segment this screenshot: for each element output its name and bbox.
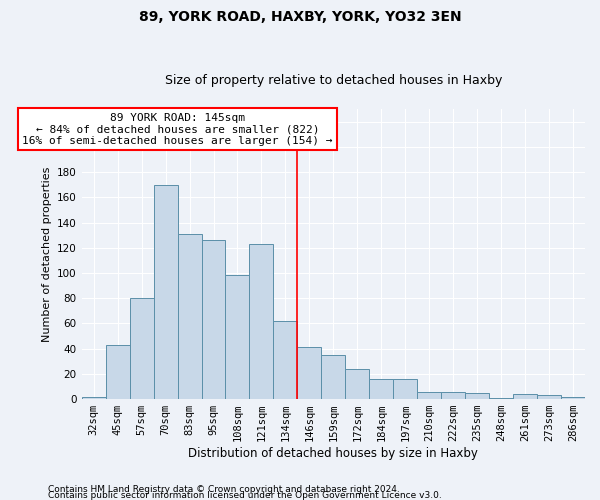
Bar — [322, 355, 346, 399]
Bar — [106, 345, 130, 399]
Text: Contains HM Land Registry data © Crown copyright and database right 2024.: Contains HM Land Registry data © Crown c… — [48, 485, 400, 494]
Title: Size of property relative to detached houses in Haxby: Size of property relative to detached ho… — [164, 74, 502, 87]
Bar — [561, 396, 585, 399]
Bar — [346, 369, 369, 399]
Bar — [250, 244, 274, 399]
Bar — [441, 392, 465, 399]
Bar — [369, 379, 393, 399]
Text: 89 YORK ROAD: 145sqm
← 84% of detached houses are smaller (822)
16% of semi-deta: 89 YORK ROAD: 145sqm ← 84% of detached h… — [22, 113, 333, 146]
Bar — [513, 394, 537, 399]
Bar — [298, 348, 322, 399]
Bar — [154, 184, 178, 399]
Bar — [465, 393, 489, 399]
Bar — [202, 240, 226, 399]
Bar — [130, 298, 154, 399]
Text: 89, YORK ROAD, HAXBY, YORK, YO32 3EN: 89, YORK ROAD, HAXBY, YORK, YO32 3EN — [139, 10, 461, 24]
Text: Contains public sector information licensed under the Open Government Licence v3: Contains public sector information licen… — [48, 491, 442, 500]
Y-axis label: Number of detached properties: Number of detached properties — [41, 166, 52, 342]
Bar — [178, 234, 202, 399]
Bar — [489, 398, 513, 399]
Bar — [417, 392, 441, 399]
X-axis label: Distribution of detached houses by size in Haxby: Distribution of detached houses by size … — [188, 447, 478, 460]
Bar — [82, 396, 106, 399]
Bar — [226, 276, 250, 399]
Bar — [393, 379, 417, 399]
Bar — [537, 396, 561, 399]
Bar — [274, 321, 298, 399]
